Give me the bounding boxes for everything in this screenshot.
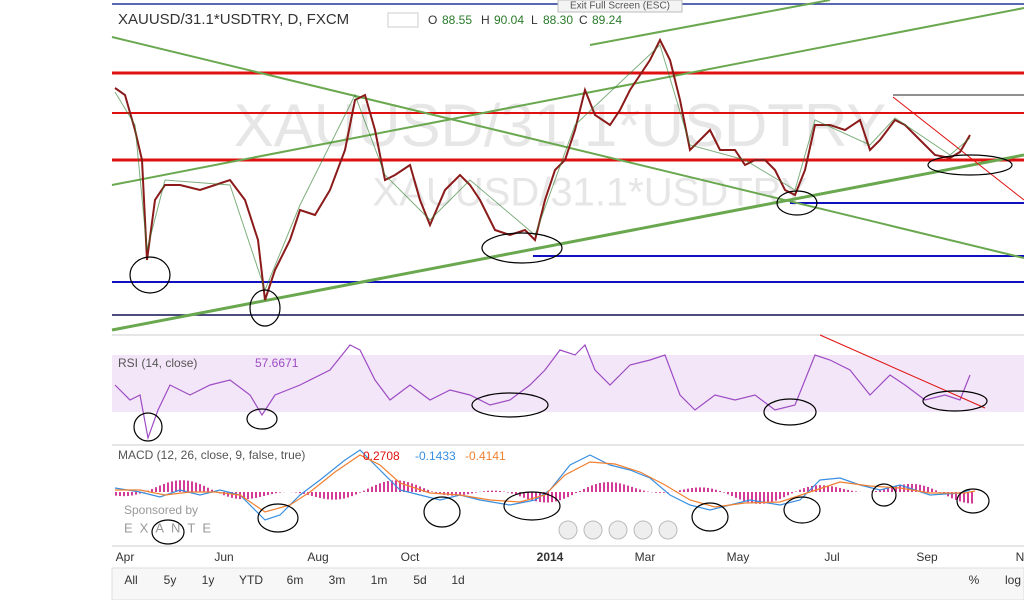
- x-tick-label: Oct: [401, 550, 420, 564]
- macd-label: MACD (12, 26, close, 9, false, true): [118, 448, 305, 462]
- price-pane: XAUUSD/31.1*USDTRY XAUUSD/31.1*USDTRY XA…: [111, 0, 1024, 332]
- zoom-controls[interactable]: [558, 520, 678, 540]
- annotation-ellipses: [129, 154, 1013, 327]
- trend-line: [819, 334, 986, 409]
- ohlc-value: 88.55: [442, 13, 472, 27]
- x-tick-label: Jun: [214, 550, 233, 564]
- watermark: XAUUSD/31.1*USDTRY: [373, 171, 808, 215]
- range-button[interactable]: 3m: [329, 573, 346, 587]
- annotation-ellipses: [133, 390, 988, 442]
- sponsor-brand[interactable]: EXANTE: [124, 520, 218, 535]
- x-tick-label: Apr: [116, 550, 135, 564]
- macd-value: -0.1433: [415, 449, 456, 463]
- rsi-band: [112, 355, 1024, 412]
- symbol: XAUUSD/31.1*USDTRY, D, FXCM: [118, 11, 349, 28]
- ohlc-label: H: [481, 13, 490, 27]
- range-button[interactable]: 1d: [451, 573, 464, 587]
- exit-fullscreen[interactable]: [557, 0, 683, 13]
- rsi-value: 57.6671: [255, 356, 299, 370]
- signal-line: [115, 454, 976, 513]
- price-line: [114, 37, 971, 301]
- trend-line: [111, 7, 1024, 186]
- x-tick-label: 2014: [537, 550, 564, 564]
- macd-pane: MACD (12, 26, close, 9, false, true) 0.2…: [114, 448, 990, 545]
- scale-button[interactable]: %: [969, 573, 980, 587]
- watermark: XAUUSD/31.1*USDTRY: [234, 92, 886, 159]
- macd-line: [114, 449, 971, 521]
- x-axis: Apr Jun Aug Oct 2014 Mar May Jul Sep N: [116, 550, 1024, 564]
- x-tick-label: N: [1016, 550, 1024, 564]
- price-line: [114, 44, 971, 292]
- ohlc-value: 90.04: [494, 13, 524, 27]
- range-button[interactable]: 1y: [202, 573, 215, 587]
- ohlc-value: 89.24: [592, 13, 622, 27]
- ohlc-value: 88.30: [543, 13, 573, 27]
- x-tick-label: Aug: [307, 550, 328, 564]
- signal-value: -0.4141: [465, 449, 506, 463]
- range-bar: [111, 567, 1024, 600]
- scale-button[interactable]: log: [1005, 573, 1021, 587]
- rsi-pane: RSI (14, close) 57.6671: [112, 334, 1024, 442]
- exit-fullscreen-label[interactable]: Exit Full Screen (ESC): [570, 1, 670, 12]
- x-tick-label: May: [727, 550, 750, 564]
- macd-hist-value: 0.2708: [363, 449, 400, 463]
- ohlc-label: O: [428, 13, 437, 27]
- range-button[interactable]: 5y: [164, 573, 177, 587]
- trend-line: [589, 0, 831, 46]
- range-button[interactable]: 5d: [413, 573, 426, 587]
- rsi-label: RSI (14, close): [118, 356, 197, 370]
- x-tick-label: Sep: [916, 550, 938, 564]
- x-tick-label: Jul: [824, 550, 839, 564]
- sponsor: Sponsored by: [124, 503, 198, 517]
- rsi-line: [114, 343, 971, 441]
- trend-line: [892, 96, 1024, 201]
- range-buttons: All 5y 1y YTD 6m 3m 1m 5d 1d% log: [124, 573, 1021, 587]
- range-button[interactable]: 1m: [371, 573, 388, 587]
- range-button[interactable]: 6m: [287, 573, 304, 587]
- trend-line: [111, 153, 1024, 332]
- trend-line: [111, 36, 1024, 259]
- range-button[interactable]: All: [124, 573, 137, 587]
- ohlc-label: C: [579, 13, 588, 27]
- ohlc-label: L: [531, 13, 538, 27]
- x-tick-label: Mar: [635, 550, 656, 564]
- toolbar-icons[interactable]: [387, 12, 419, 28]
- annotation-ellipses: [151, 483, 990, 545]
- range-button[interactable]: YTD: [239, 573, 263, 587]
